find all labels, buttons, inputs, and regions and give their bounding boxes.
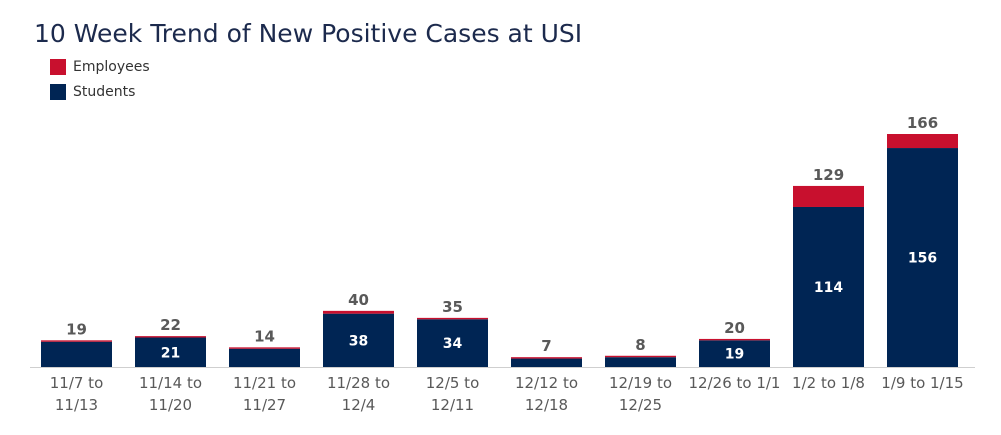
x-tick-label-0-line0: 11/7 to: [50, 374, 104, 392]
x-tick-label-2-line0: 11/21 to: [233, 374, 296, 392]
x-tick-label-3-line1: 12/4: [342, 396, 376, 414]
legend-item-employees[interactable]: Employees: [50, 54, 150, 79]
legend-item-students[interactable]: Students: [50, 79, 150, 104]
students-label-4: 34: [443, 336, 463, 352]
bar-employees-2: [229, 347, 300, 349]
bar-students-1: [135, 337, 206, 367]
students-label-1: 21: [161, 345, 180, 361]
legend-swatch-employees: [50, 58, 66, 75]
x-tick-label-3-line0: 11/28 to: [327, 374, 390, 392]
x-tick-label-2-line1: 11/27: [243, 396, 286, 414]
total-label-2: 14: [254, 327, 275, 345]
total-label-7: 20: [724, 319, 745, 337]
x-tick-label-4-line1: 12/11: [431, 396, 474, 414]
legend-label-students: Students: [73, 83, 136, 100]
x-tick-label-6-line1: 12/25: [619, 396, 662, 414]
legend-swatch-students: [50, 83, 66, 100]
x-tick-label-5-line0: 12/12 to: [515, 374, 578, 392]
bar-students-3: [323, 313, 394, 367]
total-label-9: 166: [907, 114, 938, 132]
bar-employees-7: [699, 338, 770, 341]
total-label-8: 129: [813, 166, 844, 184]
bar-employees-0: [41, 340, 112, 342]
bar-employees-3: [323, 310, 394, 314]
students-label-9: 156: [908, 251, 937, 267]
total-label-0: 19: [66, 320, 87, 338]
bar-students-2: [229, 348, 300, 367]
bar-students-8: [793, 206, 864, 367]
total-label-4: 35: [442, 298, 463, 316]
bar-students-9: [887, 148, 958, 367]
bar-students-5: [511, 358, 582, 367]
students-label-7: 19: [725, 347, 744, 363]
x-tick-label-8: 1/2 to 1/8: [792, 374, 865, 392]
bar-students-7: [699, 340, 770, 367]
x-tick-label-6-line0: 12/19 to: [609, 374, 672, 392]
bar-employees-8: [793, 185, 864, 207]
legend-label-employees: Employees: [73, 58, 150, 75]
x-tick-label-9: 1/9 to 1/15: [881, 374, 963, 392]
x-tick-label-1-line0: 11/14 to: [139, 374, 202, 392]
total-label-5: 7: [541, 337, 551, 355]
legend: Employees Students: [50, 54, 150, 104]
bar-employees-4: [417, 317, 488, 320]
students-label-3: 38: [349, 333, 368, 349]
x-tick-label-5-line1: 12/18: [525, 396, 568, 414]
x-tick-label-4-line0: 12/5 to: [426, 374, 480, 392]
total-label-6: 8: [635, 336, 645, 354]
x-tick-label-7: 12/26 to 1/1: [689, 374, 781, 392]
bar-employees-6: [605, 355, 676, 358]
bar-employees-9: [887, 134, 958, 149]
total-label-1: 22: [160, 316, 181, 334]
x-tick-label-1-line1: 11/20: [149, 396, 192, 414]
bar-employees-5: [511, 357, 582, 359]
bar-students-0: [41, 341, 112, 367]
bar-employees-1: [135, 336, 206, 338]
bar-students-4: [417, 319, 488, 367]
x-tick-label-0-line1: 11/13: [55, 396, 98, 414]
students-label-8: 114: [814, 280, 843, 296]
total-label-3: 40: [348, 291, 369, 309]
bar-students-6: [605, 357, 676, 367]
chart-title: 10 Week Trend of New Positive Cases at U…: [34, 19, 583, 48]
